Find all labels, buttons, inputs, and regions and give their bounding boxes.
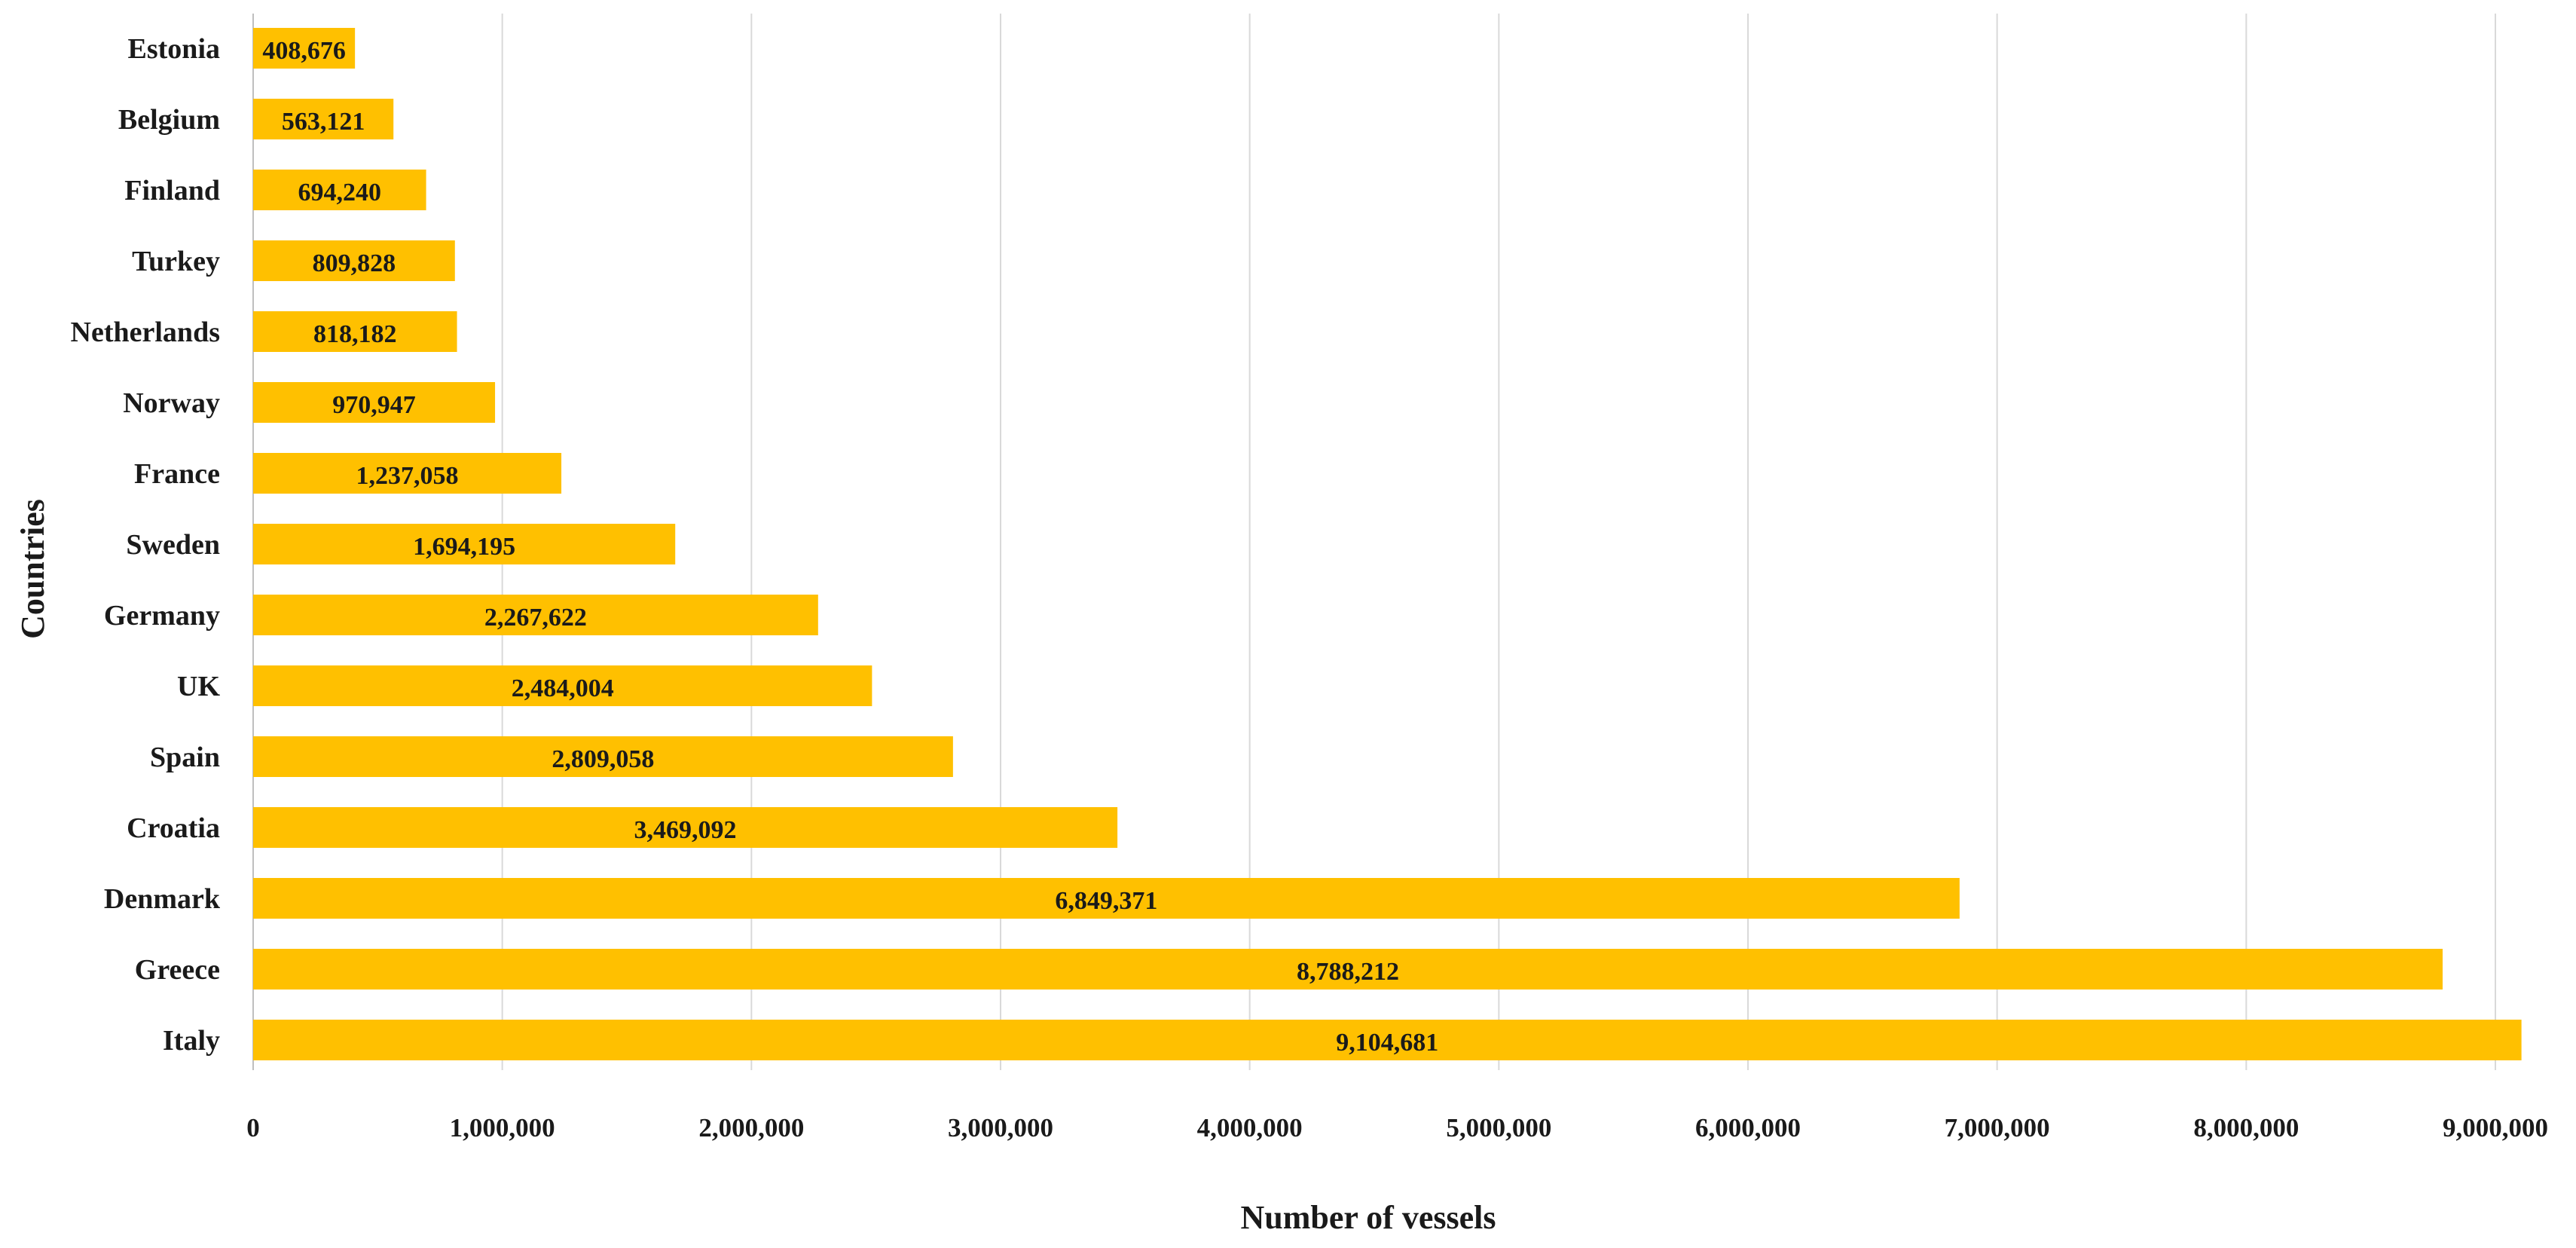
category-label: Greece (135, 954, 220, 986)
category-label: Belgium (118, 104, 220, 136)
x-tick-label: 8,000,000 (2193, 1113, 2299, 1142)
x-tick-label: 0 (246, 1113, 260, 1142)
data-label: 970,947 (332, 391, 416, 419)
category-label: Germany (104, 600, 220, 632)
category-label: Estonia (128, 33, 220, 65)
x-tick-label: 6,000,000 (1695, 1113, 1801, 1142)
data-label: 6,849,371 (1055, 887, 1157, 915)
x-tick-label: 4,000,000 (1197, 1113, 1303, 1142)
bar-italy (253, 1020, 2522, 1060)
bar-norway (253, 382, 496, 423)
x-axis-title: Number of vessels (1241, 1199, 1496, 1236)
y-axis-title: Countries (14, 499, 51, 639)
x-tick-label: 2,000,000 (698, 1113, 804, 1142)
bar-spain (253, 736, 953, 777)
data-label: 9,104,681 (1336, 1029, 1438, 1057)
category-label: Norway (123, 387, 220, 419)
data-label: 1,237,058 (356, 462, 459, 490)
category-label: Turkey (132, 246, 220, 277)
x-tick-label: 9,000,000 (2443, 1113, 2548, 1142)
category-label: Spain (150, 742, 220, 773)
data-label: 2,809,058 (552, 745, 654, 773)
category-label: Italy (163, 1025, 220, 1057)
data-label: 3,469,092 (634, 816, 737, 844)
bar-belgium (253, 99, 394, 139)
data-label: 694,240 (298, 179, 382, 206)
category-label: Croatia (127, 812, 220, 844)
category-label: Netherlands (71, 317, 220, 348)
category-label: Denmark (104, 883, 221, 915)
bar-croatia (253, 807, 1118, 848)
data-label: 2,267,622 (484, 604, 587, 632)
data-label: 809,828 (313, 249, 396, 277)
x-tick-label: 7,000,000 (1945, 1113, 2050, 1142)
data-label: 818,182 (313, 320, 397, 348)
bar-turkey (253, 240, 455, 281)
data-label: 408,676 (262, 37, 346, 65)
label-layer: 0 1,000,000 2,000,000 3,000,000 4,000,000 5,0… (71, 33, 2548, 1142)
bar-sweden (253, 524, 676, 564)
bar-estonia (253, 28, 356, 69)
x-tick-label: 5,000,000 (1446, 1113, 1551, 1142)
bar-netherlands (253, 311, 457, 352)
bar-uk (253, 665, 872, 706)
data-label: 1,694,195 (413, 533, 515, 561)
category-label: France (134, 458, 220, 490)
x-tick-label: 1,000,000 (450, 1113, 555, 1142)
x-tick-label: 3,000,000 (948, 1113, 1053, 1142)
category-label: UK (177, 671, 220, 702)
category-label: Sweden (126, 529, 220, 561)
data-label: 8,788,212 (1297, 958, 1399, 986)
bar-germany (253, 595, 818, 635)
bar-greece (253, 949, 2443, 990)
category-label: Finland (124, 175, 220, 206)
bar-denmark (253, 878, 1960, 919)
data-label: 563,121 (282, 108, 365, 136)
bar-finland (253, 170, 426, 210)
bar-layer (253, 28, 2522, 1060)
bar-france (253, 453, 562, 494)
data-label: 2,484,004 (512, 674, 614, 702)
